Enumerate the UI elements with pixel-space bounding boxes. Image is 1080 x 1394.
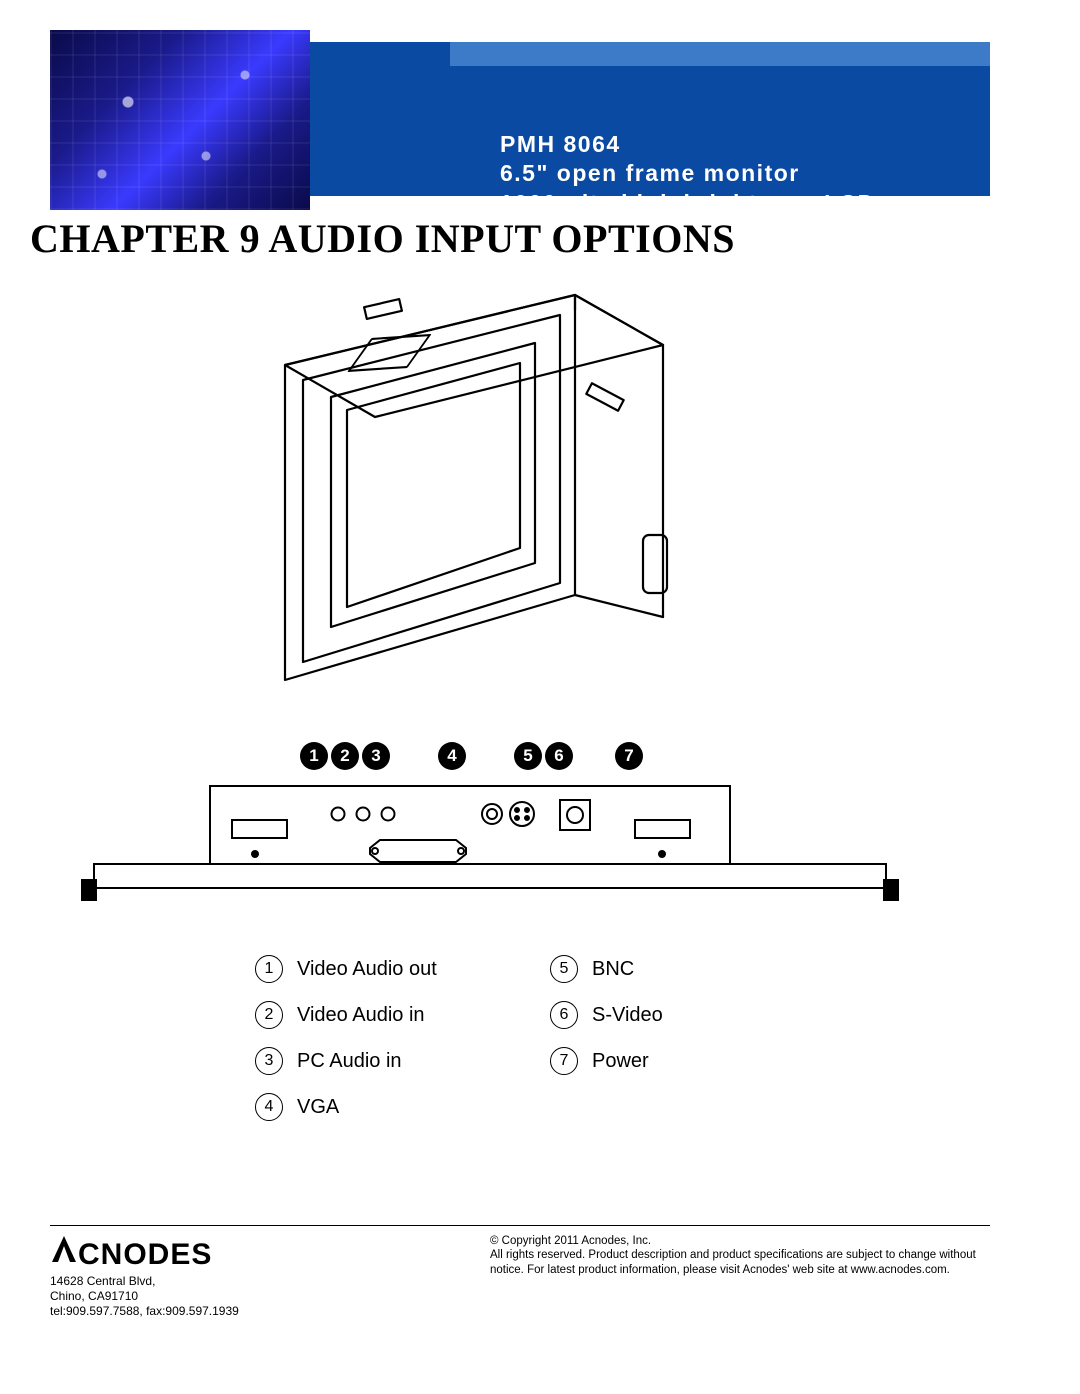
copyright: © Copyright 2011 Acnodes, Inc.	[490, 1234, 990, 1248]
logo-a-icon	[50, 1234, 78, 1264]
port-badge-6: 6	[545, 742, 573, 770]
port-legend: 1 Video Audio out 5 BNC 2 Video Audio in…	[255, 955, 795, 1121]
banner-graphic	[50, 30, 310, 210]
legend-badge-5: 5	[550, 955, 578, 983]
legend-label-1: Video Audio out	[297, 958, 437, 981]
page-footer: CNODES 14628 Central Blvd, Chino, CA9171…	[50, 1225, 990, 1319]
product-title-block: PMH 8064 6.5" open frame monitor 1000-ni…	[500, 130, 876, 218]
product-model: PMH 8064	[500, 130, 876, 159]
legend-label-3: PC Audio in	[297, 1050, 402, 1073]
port-badge-1: 1	[300, 742, 328, 770]
footer-rule	[50, 1225, 990, 1226]
legend-label-6: S-Video	[592, 1004, 663, 1027]
port-badge-4: 4	[438, 742, 466, 770]
legend-badge-6: 6	[550, 1001, 578, 1029]
rear-panel-diagram	[80, 778, 900, 918]
company-name: CNODES	[78, 1238, 212, 1272]
product-line2: 6.5" open frame monitor	[500, 159, 876, 188]
legal-text: All rights reserved. Product description…	[490, 1248, 990, 1277]
footer-legal: © Copyright 2011 Acnodes, Inc. All right…	[490, 1234, 990, 1277]
chapter-title: CHAPTER 9 AUDIO INPUT OPTIONS	[30, 215, 735, 262]
legend-item-4: 4 VGA	[255, 1093, 550, 1121]
port-badge-3: 3	[362, 742, 390, 770]
legend-badge-1: 1	[255, 955, 283, 983]
port-badge-2: 2	[331, 742, 359, 770]
legend-item-1: 1 Video Audio out	[255, 955, 550, 983]
legend-item-2: 2 Video Audio in	[255, 1001, 550, 1029]
legend-label-2: Video Audio in	[297, 1004, 425, 1027]
legend-badge-2: 2	[255, 1001, 283, 1029]
port-badge-7: 7	[615, 742, 643, 770]
legend-badge-7: 7	[550, 1047, 578, 1075]
addr-line2: Chino, CA91710	[50, 1289, 370, 1304]
legend-label-7: Power	[592, 1050, 649, 1073]
legend-item-5: 5 BNC	[550, 955, 790, 983]
port-number-row: 1 2 3 4 5 6 7	[300, 742, 643, 770]
legend-item-6: 6 S-Video	[550, 1001, 790, 1029]
port-badge-5: 5	[514, 742, 542, 770]
legend-label-4: VGA	[297, 1096, 339, 1119]
company-logo: CNODES	[50, 1234, 370, 1272]
header-banner: PMH 8064 6.5" open frame monitor 1000-ni…	[50, 30, 990, 210]
legend-label-5: BNC	[592, 958, 634, 981]
legend-badge-4: 4	[255, 1093, 283, 1121]
legend-badge-3: 3	[255, 1047, 283, 1075]
legend-item-3: 3 PC Audio in	[255, 1047, 550, 1075]
footer-left: CNODES 14628 Central Blvd, Chino, CA9171…	[50, 1234, 370, 1319]
addr-line3: tel:909.597.7588, fax:909.597.1939	[50, 1304, 370, 1319]
product-line3: 1000-nits high brightness LCD	[500, 189, 876, 218]
company-address: 14628 Central Blvd, Chino, CA91710 tel:9…	[50, 1274, 370, 1319]
legend-item-7: 7 Power	[550, 1047, 790, 1075]
addr-line1: 14628 Central Blvd,	[50, 1274, 370, 1289]
monitor-illustration	[265, 285, 705, 700]
